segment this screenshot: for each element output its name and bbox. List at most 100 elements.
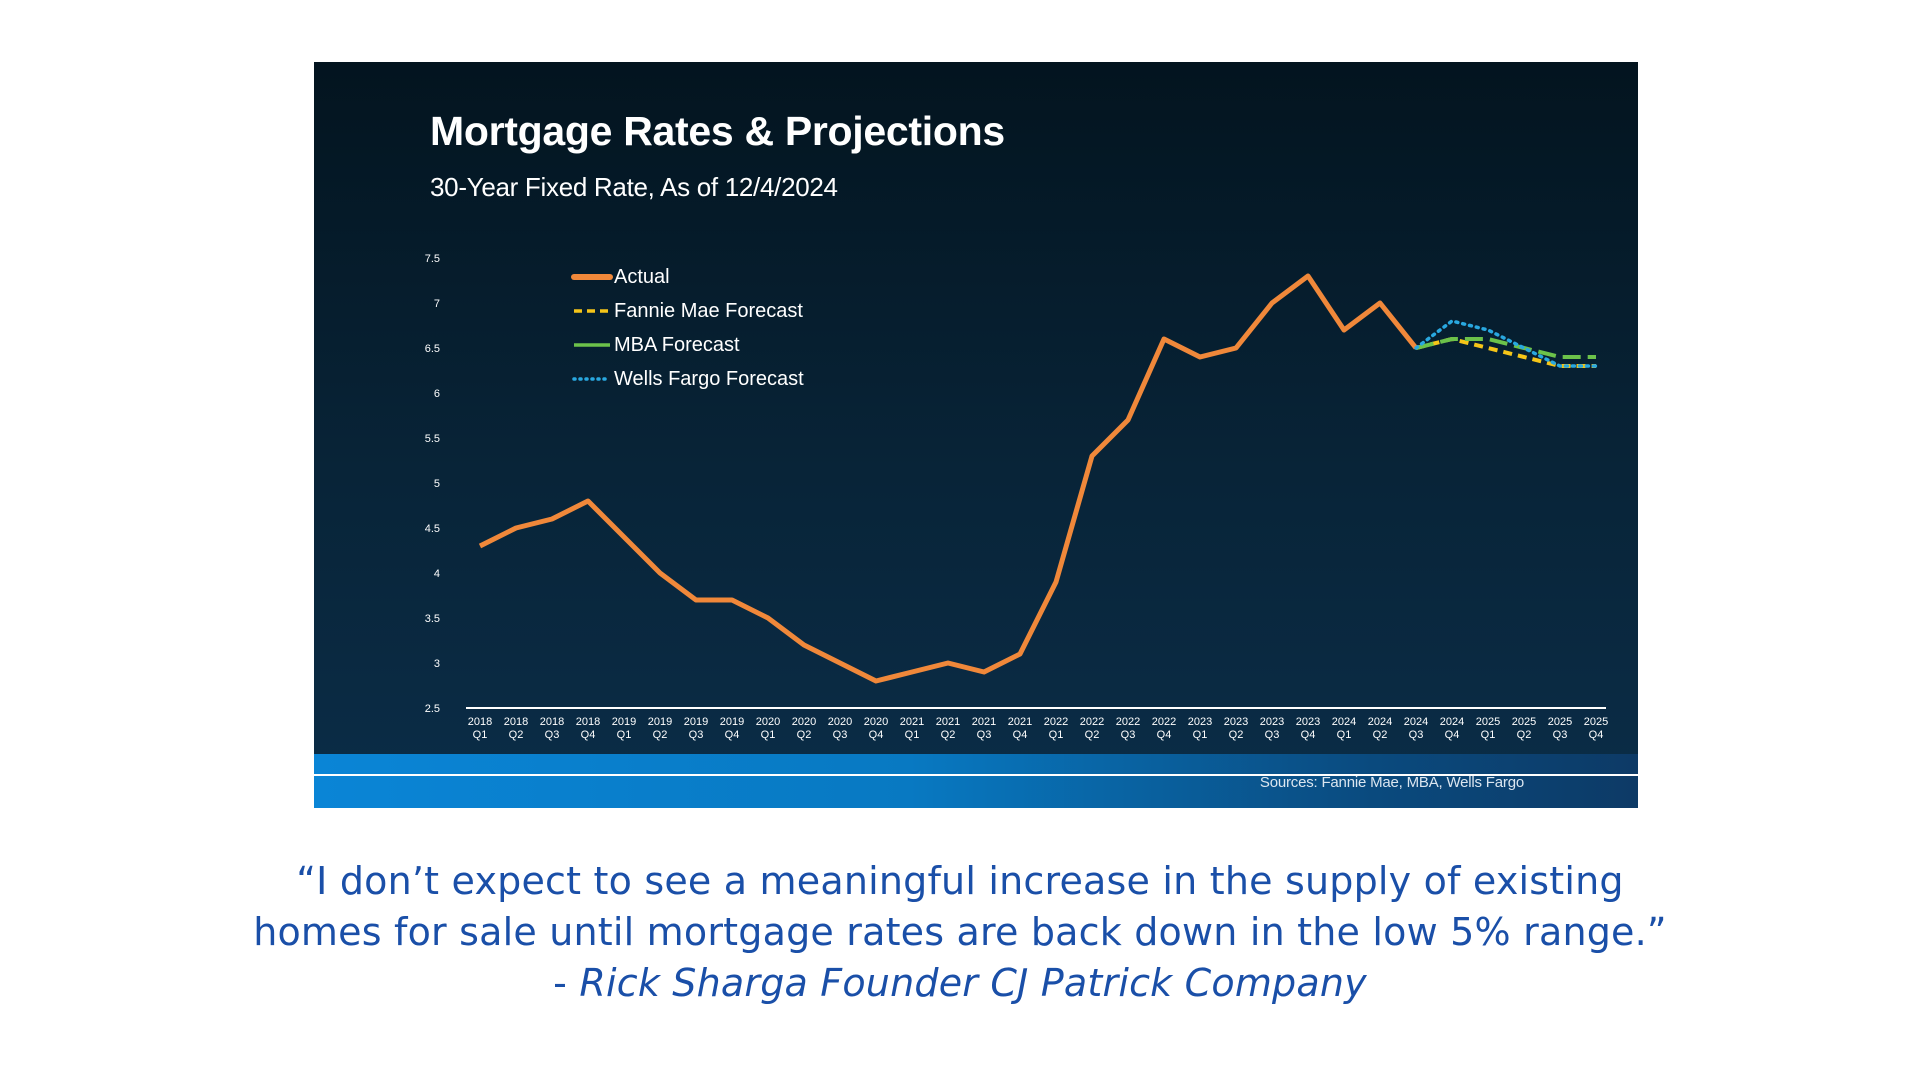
chart-slide: 7.5 7 6.5 6 5.5 5 4.5 4 3.5 3 2.5 2018 Q1 2018 Q2 2018 Q… [314, 62, 1638, 808]
x-tick-label-quarter: Q3 [1409, 729, 1424, 741]
x-tick-label-year: 2020 [756, 716, 780, 728]
x-tick-label-quarter: Q4 [869, 729, 884, 741]
y-tick-label: 3 [434, 658, 440, 670]
chart-plot: 7.576.565.554.543.532.52018Q12018Q22018Q… [425, 253, 1609, 741]
chart-title: Mortgage Rates & Projections [430, 108, 1005, 154]
x-tick-label-year: 2021 [972, 716, 996, 728]
x-tick-label-year: 2023 [1188, 716, 1212, 728]
x-tick-label-quarter: Q4 [1301, 729, 1316, 741]
x-tick-label-year: 2019 [612, 716, 636, 728]
x-tick-label-quarter: Q4 [725, 729, 740, 741]
x-tick-label-year: 2021 [900, 716, 924, 728]
x-tick-label-quarter: Q1 [905, 729, 920, 741]
legend-item: MBA Forecast [570, 328, 804, 362]
legend-label: MBA Forecast [614, 333, 740, 356]
legend-swatch [572, 377, 612, 381]
x-tick-label-quarter: Q2 [1085, 729, 1100, 741]
x-tick-label-quarter: Q1 [473, 729, 488, 741]
x-tick-label-year: 2022 [1080, 716, 1104, 728]
x-tick-label-quarter: Q4 [581, 729, 596, 741]
x-tick-label-year: 2020 [828, 716, 852, 728]
x-tick-label-quarter: Q2 [1517, 729, 1532, 741]
y-tick-label: 3.5 [425, 613, 440, 625]
quote-attribution-prefix: - [553, 961, 580, 1005]
legend-swatch [574, 309, 610, 313]
x-tick-label-year: 2024 [1440, 716, 1464, 728]
x-tick-label-year: 2019 [648, 716, 672, 728]
x-tick-label-quarter: Q3 [545, 729, 560, 741]
x-tick-label-year: 2024 [1368, 716, 1392, 728]
slide-footer-divider [314, 774, 1638, 776]
x-tick-label-quarter: Q1 [1337, 729, 1352, 741]
x-tick-label-year: 2019 [684, 716, 708, 728]
x-tick-label-year: 2025 [1548, 716, 1572, 728]
legend-item: Fannie Mae Forecast [570, 294, 804, 328]
x-tick-label-year: 2020 [792, 716, 816, 728]
x-tick-label-year: 2025 [1512, 716, 1536, 728]
y-tick-label: 4 [434, 568, 440, 580]
x-tick-label-quarter: Q2 [941, 729, 956, 741]
x-tick-label-quarter: Q1 [617, 729, 632, 741]
x-tick-label-quarter: Q1 [1193, 729, 1208, 741]
y-tick-label: 4.5 [425, 523, 440, 535]
x-tick-label-quarter: Q1 [761, 729, 776, 741]
y-tick-label: 6.5 [425, 343, 440, 355]
x-tick-label-quarter: Q2 [797, 729, 812, 741]
x-tick-label-year: 2018 [504, 716, 528, 728]
y-tick-label: 2.5 [425, 703, 440, 715]
x-tick-label-year: 2023 [1260, 716, 1284, 728]
x-tick-label-quarter: Q4 [1157, 729, 1172, 741]
x-tick-label-quarter: Q3 [833, 729, 848, 741]
x-tick-label-year: 2024 [1404, 716, 1428, 728]
y-tick-label: 5.5 [425, 433, 440, 445]
quote-attribution: Rick Sharga Founder CJ Patrick Company [579, 961, 1367, 1005]
quote-block: “I don’t expect to see a meaningful incr… [0, 856, 1920, 1009]
chart-legend: Actual Fannie Mae Forecast MBA Forecast Wel… [570, 260, 804, 396]
x-tick-label-quarter: Q2 [653, 729, 668, 741]
x-tick-label-year: 2023 [1296, 716, 1320, 728]
legend-label: Wells Fargo Forecast [614, 367, 804, 390]
x-tick-label-quarter: Q3 [1121, 729, 1136, 741]
x-tick-label-year: 2020 [864, 716, 888, 728]
x-tick-label-quarter: Q4 [1445, 729, 1460, 741]
y-tick-label: 6 [434, 388, 440, 400]
x-tick-label-quarter: Q4 [1013, 729, 1028, 741]
x-tick-label-year: 2021 [1008, 716, 1032, 728]
x-tick-label-quarter: Q3 [1553, 729, 1568, 741]
legend-item: Actual [570, 260, 804, 294]
x-tick-label-year: 2022 [1116, 716, 1140, 728]
series-line-actual [478, 273, 1418, 684]
y-tick-label: 7 [434, 298, 440, 310]
x-tick-label-quarter: Q2 [1373, 729, 1388, 741]
x-tick-label-quarter: Q2 [509, 729, 524, 741]
chart-sources: Sources: Fannie Mae, MBA, Wells Fargo [1259, 774, 1524, 791]
quote-line-1: “I don’t expect to see a meaningful incr… [296, 859, 1624, 903]
x-tick-label-year: 2024 [1332, 716, 1356, 728]
x-tick-label-year: 2018 [576, 716, 600, 728]
chart-subtitle: 30-Year Fixed Rate, As of 12/4/2024 [430, 172, 838, 202]
legend-label: Fannie Mae Forecast [614, 299, 803, 322]
y-tick-label: 7.5 [425, 253, 440, 265]
x-tick-label-year: 2019 [720, 716, 744, 728]
x-tick-label-year: 2022 [1152, 716, 1176, 728]
x-tick-label-quarter: Q4 [1589, 729, 1604, 741]
series-line-mba-forecast [1415, 337, 1596, 359]
slide-footer-band [314, 754, 1638, 808]
quote-attribution-line: - Rick Sharga Founder CJ Patrick Company [0, 958, 1920, 1009]
x-tick-label-year: 2025 [1584, 716, 1608, 728]
x-tick-label-year: 2018 [540, 716, 564, 728]
x-tick-label-year: 2022 [1044, 716, 1068, 728]
legend-swatch [574, 343, 610, 347]
legend-label: Actual [614, 265, 670, 288]
x-tick-label-quarter: Q2 [1229, 729, 1244, 741]
series-line-wells-fargo-forecast [1414, 319, 1598, 368]
x-tick-label-year: 2018 [468, 716, 492, 728]
quote-line-2: homes for sale until mortgage rates are … [253, 910, 1667, 954]
x-tick-label-quarter: Q3 [1265, 729, 1280, 741]
x-tick-label-quarter: Q3 [689, 729, 704, 741]
legend-swatch [571, 274, 613, 280]
x-tick-label-year: 2023 [1224, 716, 1248, 728]
x-tick-label-quarter: Q1 [1481, 729, 1496, 741]
x-tick-label-year: 2021 [936, 716, 960, 728]
y-tick-label: 5 [434, 478, 440, 490]
